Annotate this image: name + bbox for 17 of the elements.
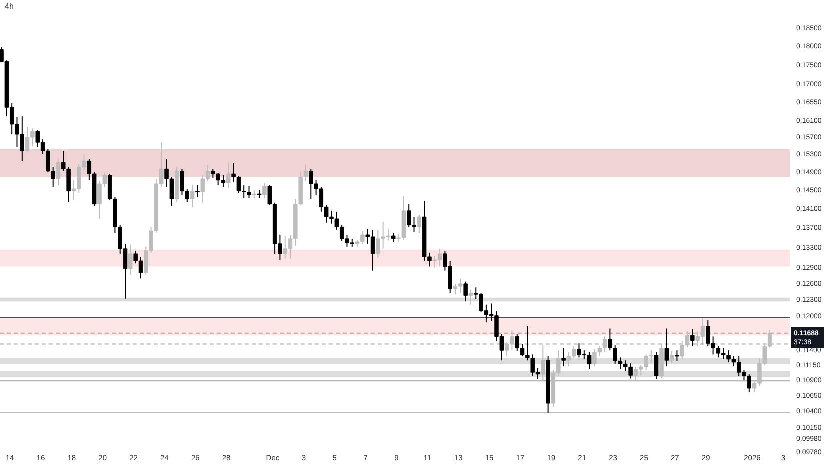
candlestick — [226, 162, 231, 189]
candlestick — [417, 214, 422, 234]
candlestick — [262, 182, 267, 199]
candlestick — [690, 328, 695, 348]
candlestick — [56, 158, 61, 186]
candlestick — [541, 344, 546, 381]
candlestick — [654, 352, 659, 380]
candlestick — [128, 244, 133, 276]
candlestick — [468, 289, 474, 306]
candlestick — [196, 184, 200, 198]
candlestick — [664, 328, 670, 368]
candlestick — [562, 348, 566, 368]
candlestick — [190, 184, 195, 208]
candlestick — [464, 281, 468, 302]
chart-title: 4h — [5, 2, 14, 11]
candlestick — [675, 350, 680, 362]
candlestick — [670, 350, 674, 364]
